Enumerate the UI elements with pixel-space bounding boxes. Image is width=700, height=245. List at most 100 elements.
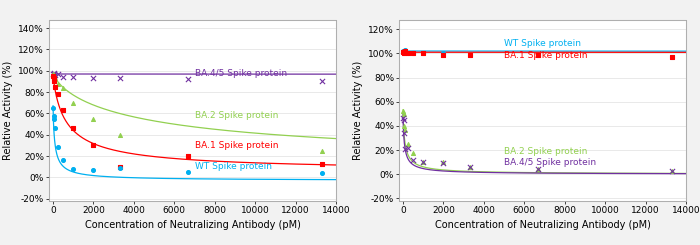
Point xyxy=(52,72,64,76)
Point xyxy=(402,51,414,55)
Point xyxy=(48,71,60,75)
Point xyxy=(438,161,449,165)
Point xyxy=(183,154,194,158)
Point xyxy=(49,117,60,121)
Point xyxy=(398,112,409,116)
Point xyxy=(666,169,678,173)
Text: BA.1 Spike protein: BA.1 Spike protein xyxy=(504,51,587,60)
Point xyxy=(68,167,79,171)
Point xyxy=(666,169,678,173)
Point xyxy=(398,49,409,53)
Point xyxy=(400,147,411,151)
Point xyxy=(398,116,409,120)
Point xyxy=(114,133,125,137)
Point xyxy=(402,142,414,146)
Point xyxy=(464,53,475,57)
Point xyxy=(52,82,64,86)
Point xyxy=(48,73,60,77)
Point xyxy=(88,144,99,147)
Point xyxy=(50,76,61,80)
Point xyxy=(114,76,125,80)
Point xyxy=(398,50,409,54)
Point xyxy=(52,145,64,148)
Point xyxy=(400,128,411,132)
Point xyxy=(316,171,328,175)
Point xyxy=(48,114,60,118)
Point xyxy=(418,160,429,164)
Point xyxy=(48,106,59,110)
Point xyxy=(399,51,410,55)
Point xyxy=(57,75,69,79)
Point xyxy=(49,72,60,76)
Point xyxy=(398,50,409,54)
Point xyxy=(48,74,59,78)
Point xyxy=(402,51,414,55)
Point xyxy=(52,92,64,96)
Point xyxy=(398,118,409,122)
Point xyxy=(57,159,69,162)
Point xyxy=(316,162,328,166)
Point xyxy=(399,131,410,135)
Point xyxy=(398,110,409,113)
Point xyxy=(400,49,411,53)
Y-axis label: Relative Activity (%): Relative Activity (%) xyxy=(353,61,363,160)
Point xyxy=(316,79,328,83)
Point xyxy=(68,101,79,105)
Point xyxy=(50,126,61,130)
Point xyxy=(88,76,99,80)
Point xyxy=(48,72,59,76)
Point xyxy=(68,75,79,79)
Point xyxy=(399,50,410,54)
Point xyxy=(407,158,419,162)
X-axis label: Concentration of Neutralizing Antibody (pM): Concentration of Neutralizing Antibody (… xyxy=(85,220,300,230)
Text: BA.4/5 Spike protein: BA.4/5 Spike protein xyxy=(504,158,596,167)
Y-axis label: Relative Activity (%): Relative Activity (%) xyxy=(3,61,13,160)
Point xyxy=(418,51,429,55)
Point xyxy=(464,165,475,169)
Point xyxy=(438,51,449,55)
Point xyxy=(418,160,429,164)
Point xyxy=(183,154,194,158)
Point xyxy=(533,53,544,57)
Point xyxy=(399,124,410,128)
Point xyxy=(464,53,475,57)
Point xyxy=(183,170,194,174)
Point xyxy=(316,149,328,153)
Point xyxy=(533,53,544,57)
Text: BA.2 Spike protein: BA.2 Spike protein xyxy=(504,147,587,156)
Point xyxy=(438,53,449,57)
Text: WT Spike protein: WT Spike protein xyxy=(195,162,272,171)
Point xyxy=(418,51,429,55)
Point xyxy=(114,166,125,170)
Text: BA.2 Spike protein: BA.2 Spike protein xyxy=(195,111,278,120)
Text: WT Spike protein: WT Spike protein xyxy=(504,39,581,48)
Point xyxy=(438,160,449,164)
Point xyxy=(49,79,60,83)
Point xyxy=(407,151,419,155)
Point xyxy=(88,168,99,172)
X-axis label: Concentration of Neutralizing Antibody (pM): Concentration of Neutralizing Antibody (… xyxy=(435,220,650,230)
Point xyxy=(666,55,678,59)
Point xyxy=(464,165,475,169)
Point xyxy=(666,55,678,59)
Point xyxy=(88,117,99,121)
Point xyxy=(183,77,194,81)
Point xyxy=(533,168,544,172)
Point xyxy=(68,126,79,130)
Point xyxy=(50,85,61,89)
Point xyxy=(407,51,419,55)
Text: BA.4/5 Spike protein: BA.4/5 Spike protein xyxy=(195,70,286,78)
Point xyxy=(114,165,125,169)
Point xyxy=(533,168,544,172)
Point xyxy=(400,48,411,52)
Point xyxy=(48,72,59,76)
Point xyxy=(57,86,69,90)
Point xyxy=(402,146,414,150)
Point xyxy=(50,73,61,77)
Text: BA.1 Spike protein: BA.1 Spike protein xyxy=(195,141,278,150)
Point xyxy=(48,76,60,80)
Point xyxy=(57,108,69,112)
Point xyxy=(49,74,60,78)
Point xyxy=(407,51,419,55)
Point xyxy=(398,49,409,53)
